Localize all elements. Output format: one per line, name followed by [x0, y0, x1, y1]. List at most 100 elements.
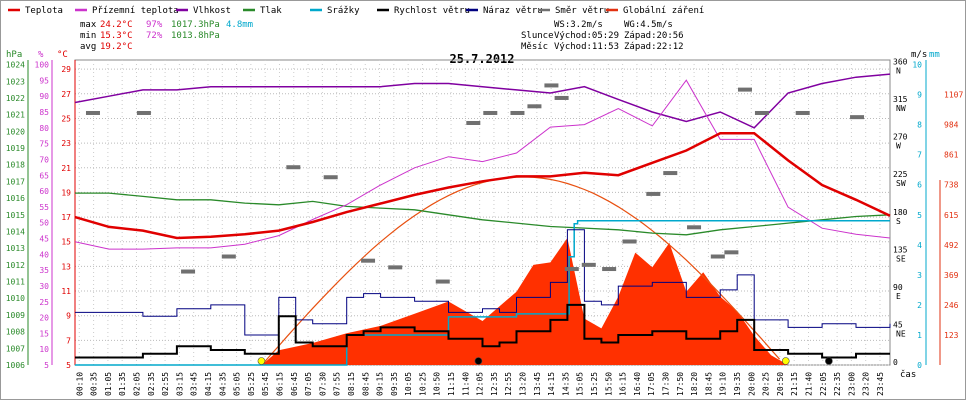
x-tick-label: 00:35: [90, 372, 99, 396]
wind-dir-mark: [85, 110, 100, 115]
hpa-tick-label: 1008: [6, 328, 25, 337]
x-tick-label: 20:00: [747, 372, 756, 396]
pct-tick-label: 95: [39, 76, 49, 85]
hpa-tick-label: 1024: [6, 61, 25, 70]
wind-dir-mark: [663, 171, 678, 176]
rad-tick-label: 984: [944, 121, 959, 130]
x-tick-label: 17:30: [662, 372, 671, 396]
x-tick-label: 07:05: [304, 372, 313, 396]
x-tick-label: 18:20: [690, 372, 699, 396]
dir-tick-label: 180: [893, 208, 908, 217]
pct-tick-label: 5: [44, 361, 49, 370]
legend-item: Přízemní teplota: [92, 6, 179, 16]
x-tick-label: 10:25: [418, 372, 427, 396]
wind-dir-mark: [724, 250, 739, 255]
x-tick-label: 04:15: [204, 372, 213, 396]
wind-dir-mark: [687, 225, 702, 230]
stats-min-label: min: [80, 31, 96, 41]
x-tick-label: 02:05: [133, 372, 142, 396]
x-tick-label: 19:10: [719, 372, 728, 396]
dir-tick-label: 315: [893, 95, 908, 104]
series-ground-temp: [74, 79, 891, 250]
series-wind-gust: [75, 229, 891, 336]
x-tick-label: 11:40: [461, 372, 470, 396]
x-tick-label: 01:05: [104, 372, 113, 396]
marker-sunrise: [257, 357, 266, 365]
wind-dir-mark: [581, 262, 596, 267]
pct-tick-label: 50: [39, 219, 49, 228]
hpa-tick-label: 1006: [6, 361, 25, 370]
grid: [74, 59, 891, 366]
temp-tick-label: 25: [61, 114, 71, 123]
x-tick-label: 22:05: [819, 372, 828, 396]
pct-tick-label: 60: [39, 187, 49, 196]
wind-dir-mark: [564, 267, 579, 272]
legend-item: Směr větru: [555, 6, 609, 16]
wind-dir-mark: [622, 239, 637, 244]
wind-dir-mark: [646, 191, 661, 196]
temp-tick-label: 27: [61, 90, 71, 99]
stats-max-label: max: [80, 20, 97, 30]
mm-tick-label: 10: [912, 61, 922, 70]
stats-max-press: 1017.3hPa: [171, 20, 220, 30]
x-axis-label: čas: [900, 369, 916, 380]
wind-dir-mark: [483, 110, 498, 115]
legend-item: Vlhkost: [193, 6, 231, 16]
x-tick-label: 14:35: [561, 372, 570, 396]
dir-tick-label: 90: [893, 283, 903, 292]
temp-tick-label: 21: [61, 164, 71, 173]
dir-tick-label: 135: [893, 245, 908, 254]
wind-dir-mark: [221, 254, 236, 259]
x-tick-label: 04:35: [218, 372, 227, 396]
x-tick-labels: 00:10 00:35 01:05 01:35 02:05 02:35 02:55 03:15…: [75, 372, 885, 396]
hpa-tick-label: 1015: [6, 211, 25, 220]
temp-tick-label: 9: [66, 312, 71, 321]
rad-tick-label: 615: [944, 211, 959, 220]
series-layer: [74, 73, 891, 366]
x-tick-label: 21:15: [790, 372, 799, 396]
legend-item: Tlak: [260, 6, 282, 16]
info-moon-rise: Východ:11:53: [554, 42, 619, 52]
temp-tick-label: 5: [66, 361, 71, 370]
rad-tick-label: 1107: [944, 91, 963, 100]
pct-tick-label: 35: [39, 266, 49, 275]
dir-tick-label: 360: [893, 58, 908, 67]
mm-tick-label: 6: [917, 181, 922, 190]
dir-tick-label: 225: [893, 170, 908, 179]
x-tick-label: 13:45: [533, 372, 542, 396]
x-tick-label: 02:55: [161, 372, 170, 396]
x-tick-label: 06:15: [276, 372, 285, 396]
wind-dir-mark: [737, 87, 752, 92]
series-temperature: [74, 132, 891, 240]
x-tick-label: 00:10: [75, 372, 84, 396]
pct-tick-label: 20: [39, 314, 49, 323]
plot-frame: [74, 59, 891, 366]
stats-max-temp: 24.2°C: [100, 20, 133, 30]
wind-dir-mark: [286, 165, 301, 170]
x-tick-label: 05:25: [247, 372, 256, 396]
hpa-tick-label: 1021: [6, 111, 25, 120]
pct-tick-label: 30: [39, 282, 49, 291]
temp-tick-label: 19: [61, 188, 71, 197]
x-tick-label: 01:35: [118, 372, 127, 396]
series-pressure: [75, 192, 891, 236]
info-moon-label: Měsíc: [521, 42, 548, 52]
dir-name-label: SE: [896, 254, 906, 263]
x-tick-label: 05:05: [233, 372, 242, 396]
axis-ms-label: m/s: [911, 50, 927, 60]
marker-moonset: [825, 357, 833, 365]
wind-dir-mark: [544, 83, 559, 88]
temp-tick-label: 13: [61, 262, 71, 271]
x-tick-label: 12:05: [476, 372, 485, 396]
legend-item: Náraz větru: [483, 6, 543, 16]
temp-tick-label: 11: [61, 287, 71, 296]
axis-mm-label: mm: [929, 50, 940, 60]
dir-tick-label: 270: [893, 133, 908, 142]
hpa-tick-label: 1017: [6, 177, 25, 186]
mm-tick-label: 7: [917, 151, 922, 160]
x-tick-label: 16:40: [633, 372, 642, 396]
x-tick-label: 08:15: [347, 372, 356, 396]
stats-max-hum: 97%: [146, 20, 163, 30]
dir-name-label: W: [896, 142, 901, 151]
wind-dir-mark: [510, 110, 525, 115]
